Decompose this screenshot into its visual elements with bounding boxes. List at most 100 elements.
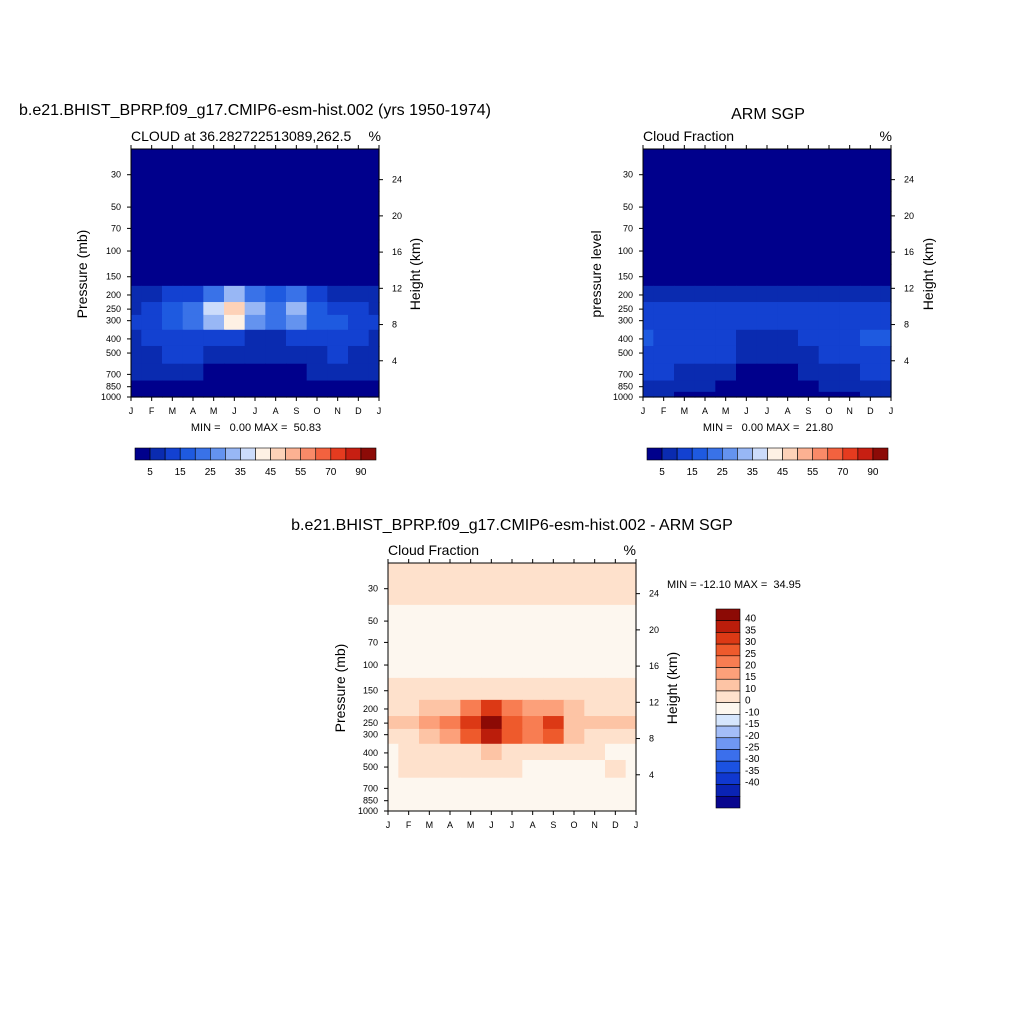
colorbar-swatch bbox=[300, 447, 317, 461]
colorbar-swatch bbox=[715, 714, 741, 727]
heatmap-cell bbox=[643, 190, 654, 219]
heatmap-cell bbox=[388, 677, 399, 701]
heatmap-cell bbox=[131, 391, 142, 398]
heatmap-cell bbox=[756, 345, 778, 365]
colorbar-swatch bbox=[872, 447, 889, 461]
y-tick-label: 100 bbox=[106, 246, 121, 256]
heatmap-cell bbox=[306, 345, 328, 365]
heatmap-cell bbox=[306, 314, 328, 331]
colorbar-swatch bbox=[715, 690, 741, 703]
heatmap-cell bbox=[605, 653, 627, 679]
heatmap-cell bbox=[306, 190, 328, 219]
heatmap-cell bbox=[736, 239, 758, 265]
heatmap-cell bbox=[203, 149, 225, 192]
heatmap-cell bbox=[419, 699, 441, 717]
heatmap-cell bbox=[798, 363, 820, 382]
heatmap-cell bbox=[244, 314, 266, 331]
heatmap-cell bbox=[543, 631, 565, 655]
heatmap-cell bbox=[625, 631, 637, 655]
heatmap-cell bbox=[694, 391, 716, 398]
heatmap-cell bbox=[368, 217, 380, 241]
heatmap-cell bbox=[839, 363, 861, 382]
heatmap-cell bbox=[162, 345, 184, 365]
heatmap-cell bbox=[563, 794, 585, 807]
heatmap-cell bbox=[244, 329, 266, 347]
panel-observation: ARM SGP Cloud Fraction % J F M A M J J A S O N D J 30… bbox=[588, 106, 936, 478]
heatmap-cell bbox=[798, 380, 820, 393]
heatmap-cell bbox=[880, 391, 892, 398]
heatmap-cell bbox=[860, 149, 882, 192]
x-tick-label: A bbox=[530, 820, 536, 830]
heatmap-cell bbox=[398, 653, 420, 679]
heatmap-cell bbox=[653, 345, 675, 365]
x-tick-label: M bbox=[722, 406, 730, 416]
heatmap-cell bbox=[715, 363, 737, 382]
heatmap-cell bbox=[141, 263, 163, 287]
heatmap-cell bbox=[348, 345, 370, 365]
heatmap-cell bbox=[327, 239, 349, 265]
heatmap-cell bbox=[203, 217, 225, 241]
heatmap-cell bbox=[348, 149, 370, 192]
colorbar-swatch bbox=[210, 447, 226, 461]
heatmap-cell bbox=[694, 263, 716, 287]
heatmap-cell bbox=[715, 285, 737, 303]
heatmap-cell bbox=[653, 314, 675, 331]
heatmap-cell bbox=[798, 217, 820, 241]
heatmap-cell bbox=[653, 329, 675, 347]
heatmap-cell bbox=[674, 190, 696, 219]
heatmap-cell bbox=[182, 190, 204, 219]
heatmap-cell bbox=[715, 302, 737, 316]
heatmap-cell bbox=[460, 699, 482, 717]
x-tick-label: J bbox=[253, 406, 258, 416]
heatmap-cell bbox=[715, 380, 737, 393]
heatmap-cell bbox=[203, 263, 225, 287]
heatmap-cell bbox=[674, 302, 696, 316]
heatmap-cell bbox=[605, 743, 627, 761]
y-tick-label: 30 bbox=[368, 584, 378, 594]
heatmap-cell bbox=[203, 314, 225, 331]
heatmap-cell bbox=[306, 363, 328, 382]
heatmap-cell bbox=[674, 380, 696, 393]
heatmap-cell bbox=[419, 563, 441, 606]
y-axis-label-pressure: pressure level bbox=[588, 230, 604, 317]
y-tick-label: 250 bbox=[106, 304, 121, 314]
heatmap-cell bbox=[182, 239, 204, 265]
heatmap-cell bbox=[860, 329, 882, 347]
heatmap-cell bbox=[244, 190, 266, 219]
heatmap-cell bbox=[182, 285, 204, 303]
heatmap-cell bbox=[715, 263, 737, 287]
heatmap-cell bbox=[481, 631, 503, 655]
heatmap-cell bbox=[818, 345, 840, 365]
heatmap-cell bbox=[563, 677, 585, 701]
heatmap-cell bbox=[694, 363, 716, 382]
heatmap-cell bbox=[265, 263, 287, 287]
heatmap-cell bbox=[563, 743, 585, 761]
heatmap-cell bbox=[674, 149, 696, 192]
x-tick-label: A bbox=[273, 406, 279, 416]
colorbar-label: 15 bbox=[687, 467, 699, 478]
heatmap-cell bbox=[265, 345, 287, 365]
heatmap-cell bbox=[203, 345, 225, 365]
heatmap-cell bbox=[224, 302, 246, 316]
heatmap-cell bbox=[674, 363, 696, 382]
heatmap-cell bbox=[584, 777, 606, 796]
heatmap-cell bbox=[625, 604, 637, 633]
heatmap-cell bbox=[674, 217, 696, 241]
heatmap-cell bbox=[265, 217, 287, 241]
heatmap-cell bbox=[605, 777, 627, 796]
heatmap-cell bbox=[306, 329, 328, 347]
heatmap-cell bbox=[756, 239, 778, 265]
heatmap-cell bbox=[543, 805, 565, 812]
y-tick-label: 70 bbox=[623, 223, 633, 233]
heatmap-cell bbox=[543, 604, 565, 633]
colorbar-swatch bbox=[715, 737, 741, 750]
colorbar-label: 20 bbox=[745, 661, 757, 672]
heatmap-cell bbox=[182, 314, 204, 331]
y-tick-label-right: 8 bbox=[649, 734, 654, 744]
colorbar-label: 55 bbox=[807, 467, 819, 478]
heatmap-cell bbox=[501, 777, 523, 796]
colorbar-swatch bbox=[330, 447, 347, 461]
heatmap-cell bbox=[348, 391, 370, 398]
heatmap-cell bbox=[419, 777, 441, 796]
heatmap-cell bbox=[398, 759, 420, 779]
